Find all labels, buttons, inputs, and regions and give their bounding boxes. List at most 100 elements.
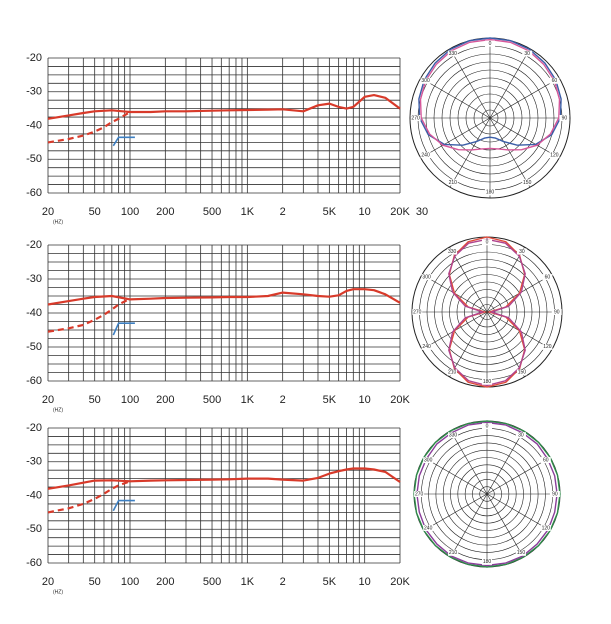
x-tick-label: 20K (390, 206, 410, 218)
x-tick-label: 2 (280, 576, 286, 588)
x-tick-label: 1K (241, 394, 255, 406)
spoke (449, 48, 491, 119)
x-tick-label: 1K (241, 206, 255, 218)
angle-label-bg (485, 40, 495, 47)
y-tick-label: -20 (26, 239, 42, 251)
y-tick-label: -50 (26, 341, 42, 353)
response-curve (47, 480, 131, 514)
y-tick-label: -30 (26, 456, 42, 468)
spoke (449, 117, 491, 188)
unit-label: (HZ) (53, 407, 63, 413)
angle-label: 120 (542, 525, 551, 531)
angle-label-bg (522, 50, 533, 57)
spoke (489, 117, 560, 159)
angle-label: 270 (413, 309, 422, 315)
angle-label: 120 (543, 344, 552, 350)
angle-label: 30 (524, 51, 530, 57)
spoke (420, 117, 491, 159)
y-tick-label: -30 (26, 86, 42, 98)
response-curve (47, 297, 131, 333)
angle-label-bg (542, 274, 553, 281)
x-tick-label: 10 (359, 394, 371, 406)
angle-label: 150 (518, 370, 527, 376)
angle-label: 300 (422, 274, 431, 280)
angle-label-bg (549, 152, 560, 159)
spoke (486, 493, 551, 531)
x-tick-label: 5K (323, 206, 337, 218)
y-tick-label: -50 (26, 523, 42, 535)
spoke (486, 430, 524, 495)
y-tick-label: -20 (26, 52, 42, 64)
angle-label: 150 (517, 550, 526, 556)
angle-label: 210 (449, 550, 458, 556)
angle-label: 330 (449, 433, 458, 439)
spoke (489, 117, 531, 188)
angle-label: 240 (421, 153, 430, 159)
x-tick-label: 100 (121, 576, 139, 588)
y-tick-label: -50 (26, 153, 42, 165)
angle-label: 240 (422, 344, 431, 350)
angle-label-bg (522, 179, 533, 186)
angle-label: 210 (448, 370, 457, 376)
spoke (423, 457, 488, 495)
angle-label-bg (482, 423, 492, 430)
x-tick-label: 5K (323, 576, 337, 588)
y-tick-label: -40 (26, 489, 42, 501)
angle-label-bg (540, 457, 551, 464)
response-curve (47, 111, 131, 144)
angle-label: 180 (483, 379, 492, 385)
angle-label-bg (447, 179, 458, 186)
y-tick-label: -40 (26, 307, 42, 319)
response-curve (112, 322, 135, 336)
response-curve (112, 136, 135, 147)
angle-label: 60 (545, 274, 551, 280)
spoke (486, 457, 551, 495)
y-tick-label: -20 (26, 422, 42, 434)
spoke (420, 77, 491, 119)
spoke (489, 77, 560, 119)
x-tick-label: 100 (121, 394, 139, 406)
angle-label-bg (421, 274, 432, 281)
angle-label-bg (421, 343, 432, 350)
angle-label-bg (515, 432, 526, 439)
y-tick-label: -30 (26, 273, 42, 285)
unit-label: (HZ) (53, 589, 63, 595)
spoke (486, 311, 525, 378)
x-tick-label: 500 (203, 206, 221, 218)
spoke (423, 493, 488, 531)
angle-label-bg (410, 115, 421, 121)
spoke (486, 246, 525, 313)
angle-label-bg (414, 491, 425, 497)
angle-label-bg (559, 115, 570, 121)
polar-curve (448, 238, 526, 387)
angle-label-bg (447, 369, 458, 376)
angle-label: 60 (543, 457, 549, 463)
angle-label: 0 (486, 240, 489, 246)
x-tick-label: 20 (42, 206, 54, 218)
angle-label-bg (447, 50, 458, 57)
angle-label: 0 (486, 423, 489, 429)
angle-label-bg (423, 524, 434, 531)
angle-label-bg (423, 457, 434, 464)
x-tick-label: 500 (203, 394, 221, 406)
spoke (449, 246, 488, 313)
x-tick-label: 1K (241, 576, 255, 588)
response-curve (47, 94, 401, 120)
x-tick-label: 10 (359, 576, 371, 588)
angle-label: 30 (518, 433, 524, 439)
angle-label-bg (448, 432, 459, 439)
x-tick-label: 2 (280, 206, 286, 218)
angle-label: 90 (554, 309, 560, 315)
angle-label-bg (516, 248, 527, 255)
x-tick-label: 200 (156, 206, 174, 218)
angle-label-bg (549, 491, 560, 497)
response-curve (112, 499, 135, 512)
x-tick-label: 500 (203, 576, 221, 588)
angle-label: 180 (486, 190, 495, 196)
angle-label-bg (482, 378, 492, 385)
y-tick-label: -60 (26, 557, 42, 569)
angle-label: 270 (415, 491, 424, 497)
angle-label-bg (515, 549, 526, 556)
angle-label: 300 (421, 78, 430, 84)
